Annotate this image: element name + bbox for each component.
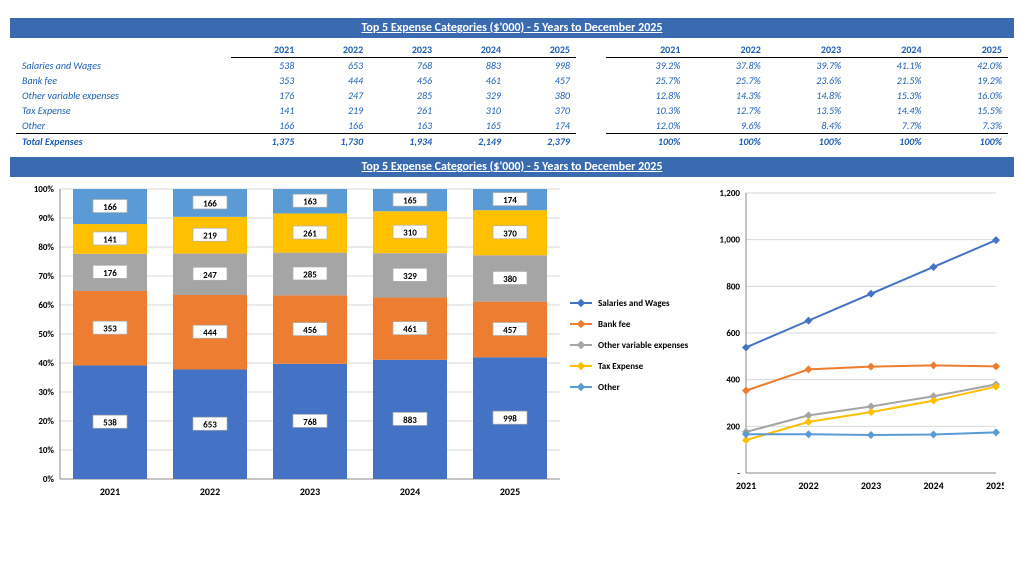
svg-text:50%: 50%: [38, 329, 54, 340]
svg-text:2021: 2021: [100, 485, 120, 498]
svg-text:40%: 40%: [38, 358, 54, 369]
values-table: 20212022202320242025 Salaries and Wages5…: [16, 42, 576, 149]
legend: Salaries and Wages Bank fee Other variable…: [570, 183, 700, 507]
svg-text:90%: 90%: [38, 213, 54, 224]
svg-text:653: 653: [203, 420, 217, 431]
svg-text:998: 998: [503, 414, 517, 425]
svg-text:800: 800: [726, 281, 740, 292]
legend-label: Bank fee: [598, 319, 630, 330]
svg-text:261: 261: [303, 229, 317, 240]
tables-row: 20212022202320242025 Salaries and Wages5…: [10, 38, 1014, 155]
year-col: 2022: [686, 42, 766, 58]
svg-text:380: 380: [503, 274, 517, 285]
year-col: 2021: [606, 42, 686, 58]
svg-text:768: 768: [303, 417, 317, 428]
charts-title: Top 5 Expense Categories ($'000) - 5 Yea…: [10, 157, 1014, 177]
svg-text:2024: 2024: [923, 479, 943, 492]
svg-text:2024: 2024: [400, 485, 420, 498]
svg-text:2022: 2022: [798, 479, 818, 492]
legend-label: Other variable expenses: [598, 340, 688, 351]
svg-text:174: 174: [503, 195, 517, 206]
svg-text:70%: 70%: [38, 271, 54, 282]
svg-text:1,000: 1,000: [719, 235, 740, 246]
total-row: Total Expenses1,3751,7301,9342,1492,379: [16, 134, 576, 150]
svg-text:310: 310: [403, 228, 417, 239]
table-row: Other variable expenses176247285329380: [16, 88, 576, 103]
table-row: 25.7%25.7%23.6%21.5%19.2%: [606, 73, 1008, 88]
table-row: 10.3%12.7%13.5%14.4%15.5%: [606, 103, 1008, 118]
values-table-wrap: 20212022202320242025 Salaries and Wages5…: [16, 42, 576, 149]
stacked-bar-chart: 0% 10% 20% 30% 40% 50% 60% 70% 80% 90% 100% 538 353 1…: [16, 183, 566, 507]
svg-text:444: 444: [203, 328, 217, 339]
tables-title: Top 5 Expense Categories ($'000) - 5 Yea…: [10, 18, 1014, 38]
svg-text:538: 538: [103, 418, 117, 429]
year-col: 2024: [438, 42, 507, 58]
year-col: 2025: [507, 42, 576, 58]
svg-text:2025: 2025: [986, 479, 1004, 492]
svg-text:600: 600: [726, 328, 740, 339]
svg-text:20%: 20%: [38, 416, 54, 427]
legend-item: Tax Expense: [570, 361, 688, 372]
svg-text:461: 461: [403, 324, 417, 335]
percent-table: 20212022202320242025 39.2%37.8%39.7%41.1…: [606, 42, 1008, 149]
svg-text:329: 329: [403, 271, 417, 282]
svg-text:457: 457: [503, 325, 517, 336]
legend-label: Other: [598, 382, 620, 393]
legend-label: Salaries and Wages: [598, 298, 670, 309]
legend-item: Other variable expenses: [570, 340, 688, 351]
table-row: Other166166163165174: [16, 118, 576, 134]
year-col: 2023: [369, 42, 438, 58]
svg-text:176: 176: [103, 268, 117, 279]
svg-text:30%: 30%: [38, 387, 54, 398]
table-row: 12.0%9.6%8.4%7.7%7.3%: [606, 118, 1008, 134]
svg-text:2022: 2022: [200, 485, 220, 498]
svg-text:-: -: [737, 468, 740, 479]
year-col: 2024: [847, 42, 927, 58]
svg-text:285: 285: [303, 269, 317, 280]
svg-text:370: 370: [503, 228, 517, 239]
year-col: 2022: [300, 42, 369, 58]
svg-text:163: 163: [303, 197, 317, 208]
svg-text:100%: 100%: [34, 184, 55, 195]
table-row: 12.8%14.3%14.8%15.3%16.0%: [606, 88, 1008, 103]
legend-label: Tax Expense: [598, 361, 643, 372]
svg-text:0%: 0%: [43, 474, 55, 485]
svg-text:883: 883: [403, 415, 417, 426]
year-col: 2023: [767, 42, 847, 58]
svg-text:141: 141: [103, 234, 117, 245]
svg-text:2023: 2023: [300, 485, 320, 498]
svg-text:165: 165: [403, 196, 417, 207]
svg-text:166: 166: [203, 198, 217, 209]
percent-table-wrap: 20212022202320242025 39.2%37.8%39.7%41.1…: [606, 42, 1008, 149]
charts-row: 0% 10% 20% 30% 40% 50% 60% 70% 80% 90% 100% 538 353 1…: [10, 177, 1014, 507]
table-row: Tax Expense141219261310370: [16, 103, 576, 118]
svg-text:456: 456: [303, 325, 317, 336]
total-row: 100%100%100%100%100%: [606, 134, 1008, 150]
svg-text:166: 166: [103, 202, 117, 213]
svg-text:80%: 80%: [38, 242, 54, 253]
svg-text:353: 353: [103, 324, 117, 335]
svg-text:2025: 2025: [500, 485, 520, 498]
year-col: 2021: [231, 42, 300, 58]
svg-text:219: 219: [203, 231, 217, 242]
svg-text:10%: 10%: [38, 445, 54, 456]
table-row: 39.2%37.8%39.7%41.1%42.0%: [606, 58, 1008, 74]
svg-text:1,200: 1,200: [719, 188, 740, 199]
legend-item: Salaries and Wages: [570, 298, 688, 309]
svg-text:400: 400: [726, 375, 740, 386]
svg-text:2021: 2021: [736, 479, 756, 492]
legend-item: Bank fee: [570, 319, 688, 330]
legend-item: Other: [570, 382, 688, 393]
svg-text:2023: 2023: [861, 479, 881, 492]
table-row: Bank fee353444456461457: [16, 73, 576, 88]
svg-text:60%: 60%: [38, 300, 54, 311]
table-row: Salaries and Wages538653768883998: [16, 58, 576, 74]
svg-text:247: 247: [203, 270, 217, 281]
line-chart: - 200 400 600 800 1,000 1,200 2021 2022 2023 2024 2…: [704, 183, 1008, 507]
year-col: 2025: [928, 42, 1008, 58]
svg-text:200: 200: [726, 421, 740, 432]
